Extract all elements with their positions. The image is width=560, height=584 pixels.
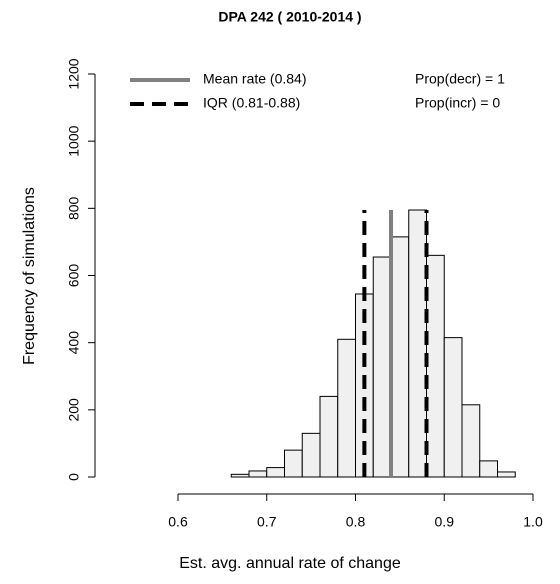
bar (248, 470, 268, 478)
bar (408, 209, 427, 478)
bar (479, 460, 498, 478)
y-tick-label: 0 (66, 473, 82, 481)
x-tick-label: 0.9 (435, 514, 455, 530)
y-tick-label: 200 (66, 398, 82, 422)
y-tick-label: 1000 (66, 125, 82, 156)
bar (372, 256, 392, 478)
legend-label: IQR (0.81-0.88) (203, 95, 300, 111)
bar (426, 254, 445, 478)
y-axis-label: Frequency of simulations (21, 187, 38, 365)
x-tick-label: 1.0 (523, 514, 543, 530)
bar (284, 449, 303, 478)
bar (497, 471, 516, 478)
x-tick-label: 0.7 (257, 514, 277, 530)
bar (230, 473, 250, 478)
bar (461, 404, 481, 478)
annotation: Prop(incr) = 0 (415, 95, 500, 111)
x-axis-label: Est. avg. annual rate of change (179, 555, 401, 572)
bar (337, 338, 356, 478)
bar (266, 467, 285, 478)
chart-title: DPA 242 ( 2010-2014 ) (218, 9, 361, 25)
bar (319, 395, 339, 478)
bar (443, 337, 463, 478)
x-tick-label: 0.6 (168, 514, 188, 530)
bar (301, 432, 321, 478)
y-tick-label: 600 (66, 264, 82, 288)
y-tick-label: 400 (66, 331, 82, 355)
legend-label: Mean rate (0.84) (203, 71, 307, 87)
annotation: Prop(decr) = 1 (415, 71, 505, 87)
bar (390, 236, 410, 478)
x-tick-label: 0.8 (346, 514, 366, 530)
y-tick-label: 1200 (66, 58, 82, 89)
y-tick-label: 800 (66, 196, 82, 220)
